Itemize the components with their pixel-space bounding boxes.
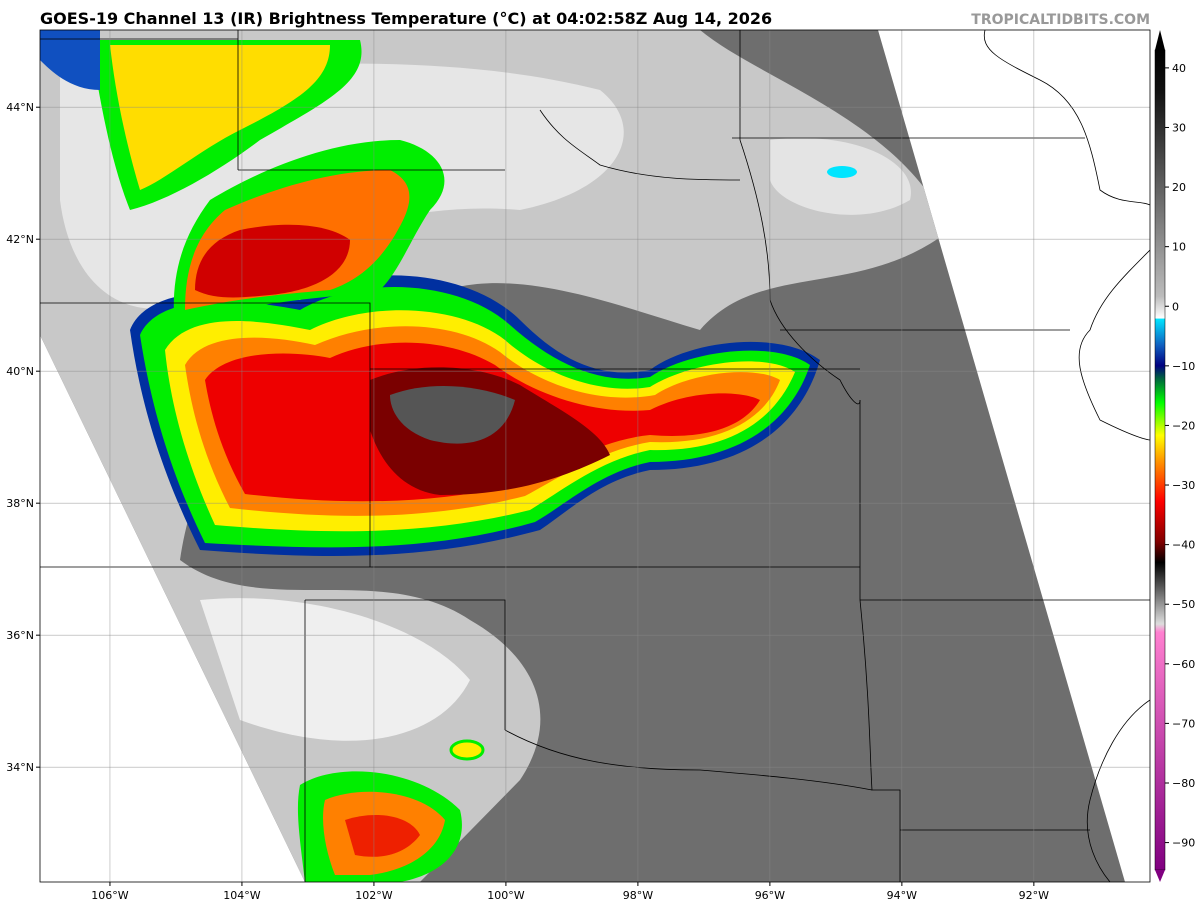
colorbar-label: −50: [1172, 598, 1195, 611]
title: GOES-19 Channel 13 (IR) Brightness Tempe…: [40, 9, 772, 28]
lon-label: 98°W: [623, 889, 653, 902]
colorbar-label: −60: [1172, 658, 1195, 671]
colorbar-label: −80: [1172, 777, 1195, 790]
lat-label: 42°N: [6, 233, 34, 246]
borders: [40, 30, 1150, 882]
lon-label: 104°W: [223, 889, 260, 902]
lat-label: 36°N: [6, 629, 34, 642]
map: [40, 30, 1150, 882]
lat-label: 44°N: [6, 101, 34, 114]
colorbar-label: 40: [1172, 62, 1186, 75]
colorbar-label: 30: [1172, 121, 1186, 134]
storms: [40, 30, 857, 882]
lat-label: 38°N: [6, 497, 34, 510]
map-frame: [39, 29, 1151, 883]
colorbar-label: 0: [1172, 300, 1179, 313]
colorbar-label: −20: [1172, 419, 1195, 432]
credit: TROPICALTIDBITS.COM: [971, 12, 1150, 28]
colorbar-label: −70: [1172, 717, 1195, 730]
lon-label: 96°W: [755, 889, 785, 902]
colorbar-label: −40: [1172, 539, 1195, 552]
axis-labels: 106°W 104°W 102°W 100°W 98°W 96°W 94°W 92°W 44°N…: [6, 101, 1049, 902]
colorbar-label: −90: [1172, 837, 1195, 850]
lon-label: 102°W: [355, 889, 392, 902]
colorbar-label: 20: [1172, 181, 1186, 194]
lon-label: 92°W: [1019, 889, 1049, 902]
graticule: [40, 30, 1150, 882]
colorbar: 40 30 20 10 0 −10 −20 −30 −40 −50 −60 −70 −80 −90: [1154, 30, 1195, 882]
colorbar-label: −30: [1172, 479, 1195, 492]
colorbar-label: 10: [1172, 241, 1186, 254]
colorbar-label: −10: [1172, 360, 1195, 373]
lon-label: 106°W: [91, 889, 128, 902]
lat-label: 40°N: [6, 365, 34, 378]
lat-label: 34°N: [6, 761, 34, 774]
lon-label: 94°W: [887, 889, 917, 902]
lon-label: 100°W: [487, 889, 524, 902]
